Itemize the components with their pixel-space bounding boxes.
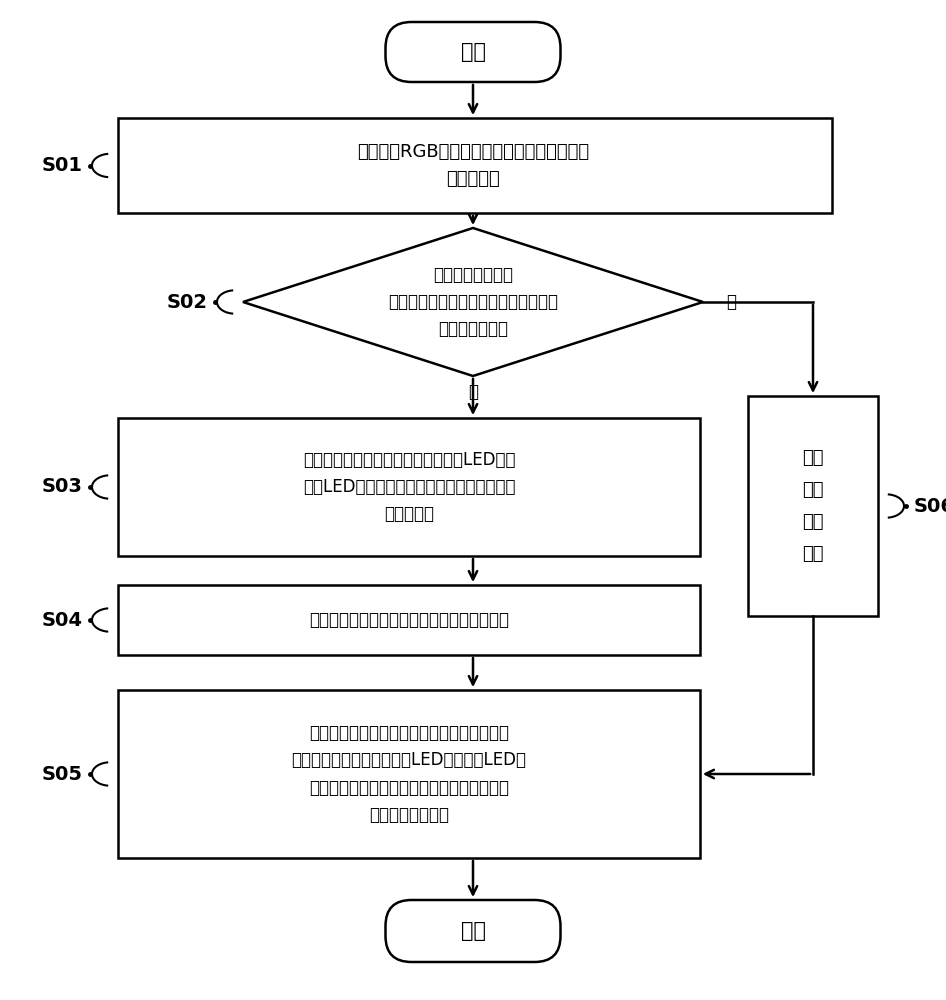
Bar	[118, 690, 700, 858]
Bar	[748, 396, 878, 616]
Text: 否: 否	[726, 293, 736, 311]
Bar	[118, 118, 832, 213]
Text: S04: S04	[42, 610, 82, 630]
Text: S05: S05	[42, 764, 82, 784]
Text: 在开启闪光灯预闪后通过调整高色温LED和低
色温LED的电流比值来将预闪色温调整为当前
环境光色温: 在开启闪光灯预闪后通过调整高色温LED和低 色温LED的电流比值来将预闪色温调整…	[303, 451, 516, 523]
Text: S06: S06	[914, 496, 946, 516]
Text: 结束: 结束	[461, 921, 485, 941]
Text: 根据所述监测信息
得知周围环境光强度的强弱而判断是否
需要开启闪光灯: 根据所述监测信息 得知周围环境光强度的强弱而判断是否 需要开启闪光灯	[388, 266, 558, 338]
Text: 开始: 开始	[461, 42, 485, 62]
FancyBboxPatch shape	[386, 900, 560, 962]
Text: 获取通过RGB传感器对周围环境光强度与色温
的监测信息: 获取通过RGB传感器对周围环境光强度与色温 的监测信息	[357, 143, 589, 188]
Text: S02: S02	[166, 292, 207, 312]
Text: 关闭闪光灯预闪并开启闪光灯主闪，根据所述
距离的远近同时调整高色温LED和低色温LED的
电流并保持两者电流比值大小与闪光灯预闪期
间相同时完成拍照: 关闭闪光灯预闪并开启闪光灯主闪，根据所述 距离的远近同时调整高色温LED和低色温…	[291, 724, 527, 824]
Text: 提示
用户
开始
拍照: 提示 用户 开始 拍照	[802, 449, 824, 563]
Polygon shape	[243, 228, 703, 376]
Text: 是: 是	[468, 383, 478, 401]
Bar	[118, 418, 700, 556]
Text: S03: S03	[42, 478, 82, 496]
FancyBboxPatch shape	[386, 22, 560, 82]
Bar	[118, 585, 700, 655]
Text: S01: S01	[42, 156, 82, 175]
Text: 根据对焦资讯获取待拍照物跟相机之间的距离: 根据对焦资讯获取待拍照物跟相机之间的距离	[309, 611, 509, 629]
